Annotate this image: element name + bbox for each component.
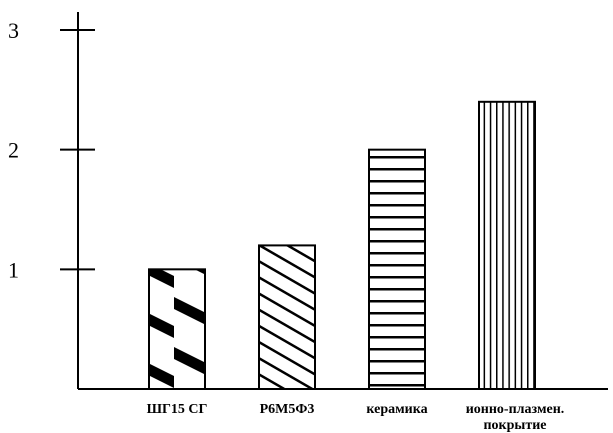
bar (258, 244, 316, 390)
y-ticks: 1 2 3 (8, 18, 95, 282)
y-tick-label: 2 (8, 138, 19, 163)
x-category-label: Р6М5Ф3 (260, 402, 315, 417)
category-labels: ШГ15 СГ Р6М5Ф3 керамика ионно-плазмен. покры… (147, 402, 565, 433)
bars (148, 100, 536, 391)
x-category-label: ШГ15 СГ (147, 402, 208, 417)
bar (478, 100, 536, 391)
bar (368, 148, 426, 390)
y-tick-label: 3 (8, 18, 19, 43)
bar (148, 268, 206, 391)
y-tick-label: 1 (8, 257, 19, 282)
x-category-label: керамика (366, 402, 427, 417)
x-category-label: ионно-плазмен. покрытие (466, 402, 565, 433)
